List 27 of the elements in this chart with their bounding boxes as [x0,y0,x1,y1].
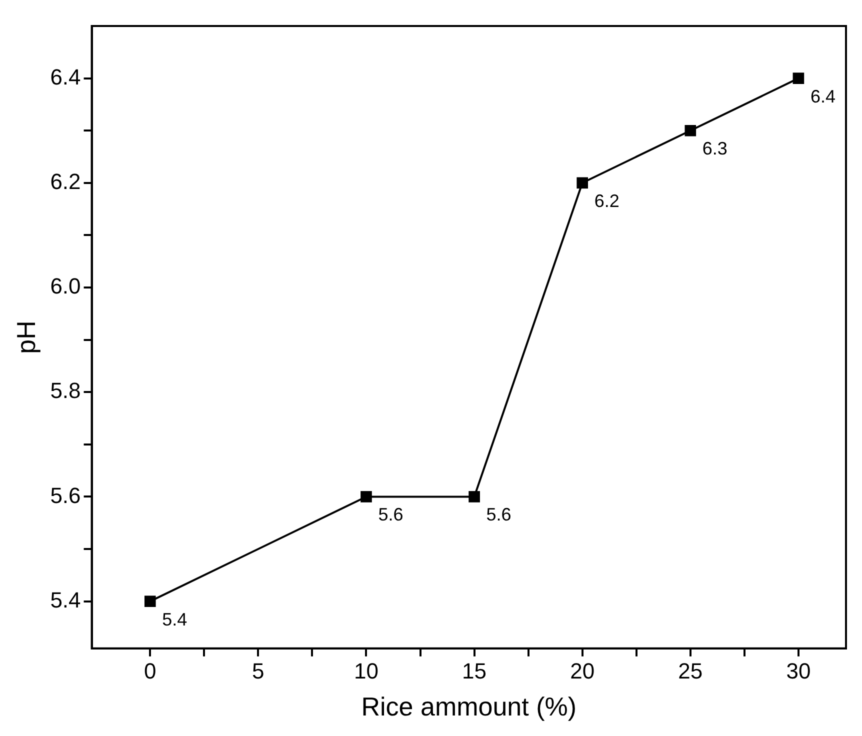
point [576,177,588,189]
data-label: 5.6 [486,504,512,525]
x-tick-label: 20 [570,658,595,684]
y-tick-label: 6.4 [50,64,81,90]
point [144,596,156,607]
y-tick-label: 5.4 [50,587,81,612]
y-tick-label: 5.6 [50,482,81,508]
x-tick-label: 5 [252,658,264,684]
data-label: 6.4 [810,86,836,106]
point [792,72,804,84]
data-label: 6.2 [594,190,620,211]
data-label: 5.4 [162,609,188,630]
point [468,491,480,502]
x-tick-label: 30 [786,658,811,684]
y-axis-title: pH [10,320,41,354]
x-tick-label: 0 [144,658,156,684]
y-tick-label: 5.8 [50,378,81,404]
data-label: 5.6 [378,504,404,525]
x-tick-label: 25 [678,658,703,684]
point [360,491,372,502]
data-label: 6.3 [702,138,728,159]
point [684,124,696,136]
y-tick-label: 6.0 [50,274,81,299]
y-tick-label: 6.2 [50,168,81,194]
x-tick-label: 15 [462,658,487,684]
x-axis-title: Rice ammount (%) [361,692,577,722]
x-tick-label: 10 [354,658,378,684]
